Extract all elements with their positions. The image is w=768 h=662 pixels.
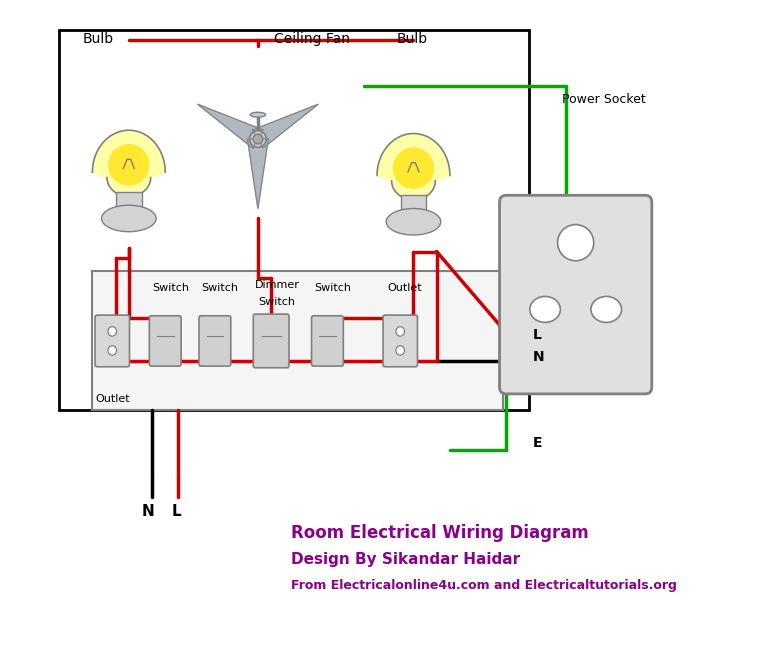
- Polygon shape: [92, 130, 165, 197]
- Circle shape: [250, 130, 266, 148]
- FancyBboxPatch shape: [95, 315, 130, 367]
- Text: Room Electrical Wiring Diagram: Room Electrical Wiring Diagram: [291, 524, 589, 542]
- Bar: [92, 271, 503, 410]
- Text: Bulb: Bulb: [82, 32, 114, 46]
- Text: Bulb: Bulb: [397, 32, 428, 46]
- Ellipse shape: [108, 346, 117, 355]
- FancyBboxPatch shape: [383, 315, 418, 367]
- Ellipse shape: [250, 113, 266, 117]
- Polygon shape: [197, 105, 263, 148]
- Bar: [401, 195, 426, 212]
- Text: Design By Sikandar Haidar: Design By Sikandar Haidar: [291, 552, 520, 567]
- FancyBboxPatch shape: [312, 316, 343, 366]
- Text: N: N: [533, 350, 545, 364]
- Ellipse shape: [108, 326, 117, 336]
- Text: Switch: Switch: [152, 283, 189, 293]
- Text: Outlet: Outlet: [387, 283, 422, 293]
- FancyBboxPatch shape: [149, 316, 181, 366]
- Polygon shape: [253, 105, 318, 148]
- Text: Power Socket: Power Socket: [562, 93, 646, 106]
- Text: Outlet: Outlet: [96, 395, 131, 404]
- FancyBboxPatch shape: [199, 316, 230, 366]
- Ellipse shape: [396, 326, 405, 336]
- Text: Switch: Switch: [258, 297, 295, 307]
- Polygon shape: [247, 139, 268, 209]
- FancyBboxPatch shape: [499, 195, 652, 394]
- Ellipse shape: [530, 297, 561, 322]
- Text: Switch: Switch: [314, 283, 351, 293]
- Circle shape: [109, 145, 149, 185]
- FancyBboxPatch shape: [253, 314, 289, 368]
- Bar: [116, 192, 141, 209]
- Text: L: L: [172, 504, 181, 520]
- Text: E: E: [533, 436, 542, 450]
- Circle shape: [393, 148, 433, 188]
- Text: Ceiling Fan: Ceiling Fan: [274, 32, 350, 46]
- Text: L: L: [533, 328, 541, 342]
- Circle shape: [558, 224, 594, 261]
- Text: From Electricalonline4u.com and Electricaltutorials.org: From Electricalonline4u.com and Electric…: [291, 579, 677, 592]
- Polygon shape: [377, 134, 450, 200]
- Ellipse shape: [101, 205, 156, 232]
- Ellipse shape: [591, 297, 621, 322]
- Circle shape: [253, 134, 263, 144]
- Bar: [59, 30, 529, 410]
- Text: Dimmer: Dimmer: [255, 280, 300, 290]
- Text: Switch: Switch: [202, 283, 239, 293]
- Text: N: N: [142, 504, 155, 520]
- Ellipse shape: [386, 209, 441, 235]
- Ellipse shape: [396, 346, 405, 355]
